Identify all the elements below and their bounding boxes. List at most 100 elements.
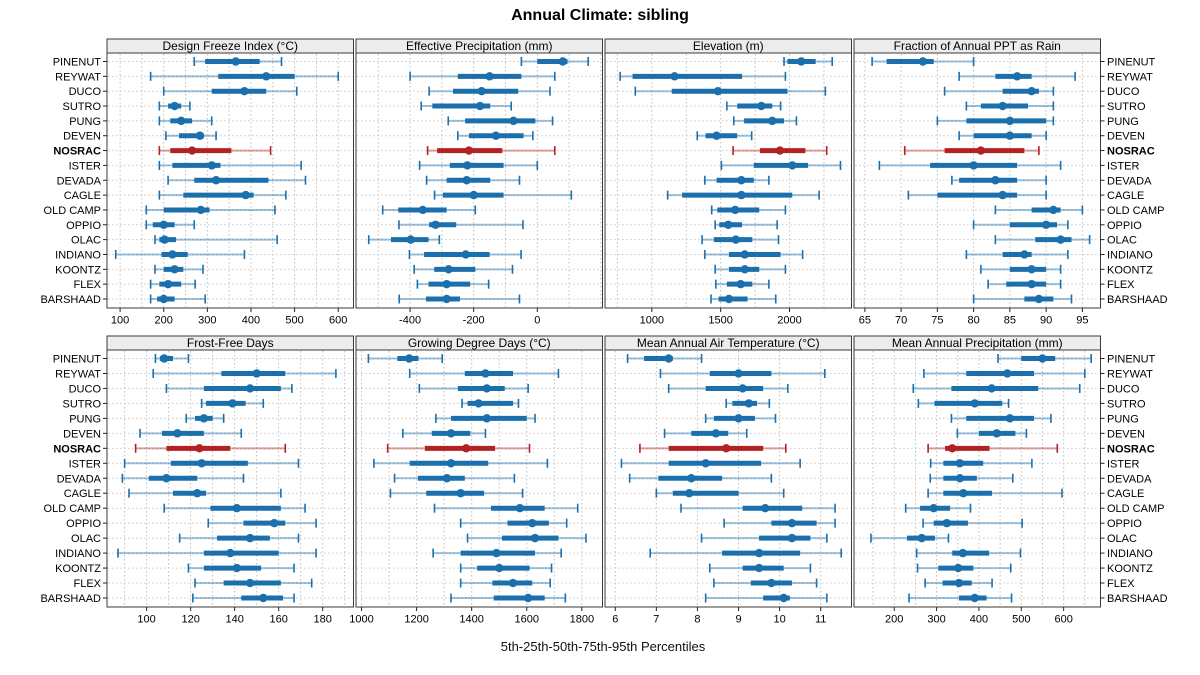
median-dot: [446, 429, 456, 438]
axis-tick-label: 600: [329, 315, 347, 327]
median-dot: [1034, 294, 1044, 304]
axis-tick-label: 100: [111, 315, 129, 327]
median-dot: [744, 399, 753, 408]
median-dot: [1005, 131, 1015, 140]
site-label-left: OLAC: [71, 533, 101, 545]
median-dot: [482, 414, 492, 423]
site-label-right: PINENUT: [1107, 354, 1156, 366]
axis-tick-label: 1000: [640, 315, 664, 327]
median-dot: [232, 503, 242, 513]
median-dot: [757, 101, 766, 111]
site-label-left: REYWAT: [55, 368, 101, 380]
median-dot: [1020, 250, 1029, 259]
median-dot: [418, 205, 427, 215]
site-label-left: OLD CAMP: [44, 503, 101, 515]
site-label-left: PUNG: [69, 413, 101, 425]
axis-tick-label: 500: [285, 315, 303, 327]
site-label-right: KOONTZ: [1107, 563, 1153, 575]
axis-tick-label: 1600: [515, 614, 539, 626]
axis-tick-label: 8: [694, 614, 700, 626]
site-label-right: PUNG: [1107, 116, 1139, 128]
median-dot: [918, 57, 928, 66]
median-dot: [406, 235, 415, 244]
median-dot: [159, 294, 168, 304]
median-dot: [976, 146, 986, 155]
median-dot: [495, 563, 504, 573]
axis-tick-label: 1200: [404, 614, 428, 626]
site-label-right: OPPIO: [1107, 220, 1142, 232]
median-dot: [955, 459, 965, 468]
median-dot: [463, 161, 472, 170]
site-label-left: NOSRAC: [53, 146, 101, 158]
axis-tick-label: 0: [534, 315, 540, 327]
panel-elevation-m-: Elevation (m) 1000 1500 2000: [604, 38, 852, 327]
strip-label: Frost-Free Days: [187, 336, 274, 350]
median-dot: [508, 578, 518, 588]
axis-tick-label: 65: [859, 315, 871, 327]
median-dot: [241, 190, 250, 200]
strip-label: Fraction of Annual PPT as Rain: [894, 39, 1061, 53]
site-label-left: DEVADA: [57, 175, 102, 187]
site-label-left: INDIANO: [55, 548, 101, 560]
median-dot: [788, 161, 797, 170]
median-dot: [176, 116, 186, 126]
panel-effective-precipitation-mm-: Effective Precipitation (mm) -400 -200 0: [355, 38, 603, 327]
site-label-left: ISTER: [69, 458, 101, 470]
axis-tick-label: 500: [1012, 614, 1030, 626]
axis-tick-label: 140: [225, 614, 243, 626]
axis-tick-label: 80: [968, 315, 980, 327]
axis-tick-label: 300: [927, 614, 945, 626]
median-dot: [252, 369, 261, 378]
site-label-right: REYWAT: [1107, 368, 1153, 380]
median-dot: [712, 131, 721, 140]
site-label-left: BARSHAAD: [40, 294, 101, 306]
median-dot: [245, 578, 255, 588]
median-dot: [670, 72, 679, 81]
median-dot: [991, 176, 1000, 185]
median-dot: [954, 578, 964, 588]
site-label-right: BARSHAAD: [1107, 593, 1168, 605]
median-dot: [491, 131, 501, 140]
median-dot: [711, 429, 721, 438]
median-dot: [170, 101, 179, 111]
strip-label: Elevation (m): [693, 39, 764, 53]
axis-tick-label: 6: [612, 614, 618, 626]
site-label-right: FLEX: [1107, 279, 1135, 291]
median-dot: [687, 474, 696, 483]
site-label-right: INDIANO: [1107, 249, 1153, 261]
median-dot: [724, 220, 733, 229]
median-dot: [1027, 279, 1036, 289]
median-dot: [475, 101, 485, 111]
median-dot: [787, 533, 797, 543]
median-dot: [211, 176, 221, 185]
site-label-right: OLD CAMP: [1107, 205, 1164, 217]
median-dot: [197, 459, 206, 468]
axis-tick-label: 200: [155, 315, 173, 327]
median-dot: [740, 250, 749, 259]
median-dot: [160, 354, 169, 363]
site-label-right: DEVEN: [1107, 131, 1145, 143]
site-label-right: ISTER: [1107, 160, 1139, 172]
site-label-right: REYWAT: [1107, 71, 1153, 83]
site-label-right: DEVADA: [1107, 175, 1152, 187]
axis-tick-label: 180: [314, 614, 332, 626]
median-dot: [168, 250, 177, 259]
site-label-right: SUTRO: [1107, 398, 1146, 410]
site-label-left: OLD CAMP: [44, 205, 101, 217]
median-dot: [664, 354, 673, 363]
site-label-left: NOSRAC: [53, 443, 101, 455]
median-dot: [431, 220, 440, 229]
median-dot: [738, 384, 747, 393]
median-dot: [159, 220, 168, 229]
median-dot: [199, 414, 209, 423]
median-dot: [685, 489, 694, 498]
median-dot: [442, 294, 451, 304]
panel-fraction-of-annual-ppt-as-rain: Fraction of Annual PPT as Rain 65 70 75 80 85…: [853, 38, 1105, 327]
median-dot: [740, 265, 749, 274]
median-dot: [1012, 72, 1022, 81]
median-dot: [787, 518, 797, 528]
median-dot: [469, 190, 478, 200]
median-dot: [464, 146, 474, 155]
